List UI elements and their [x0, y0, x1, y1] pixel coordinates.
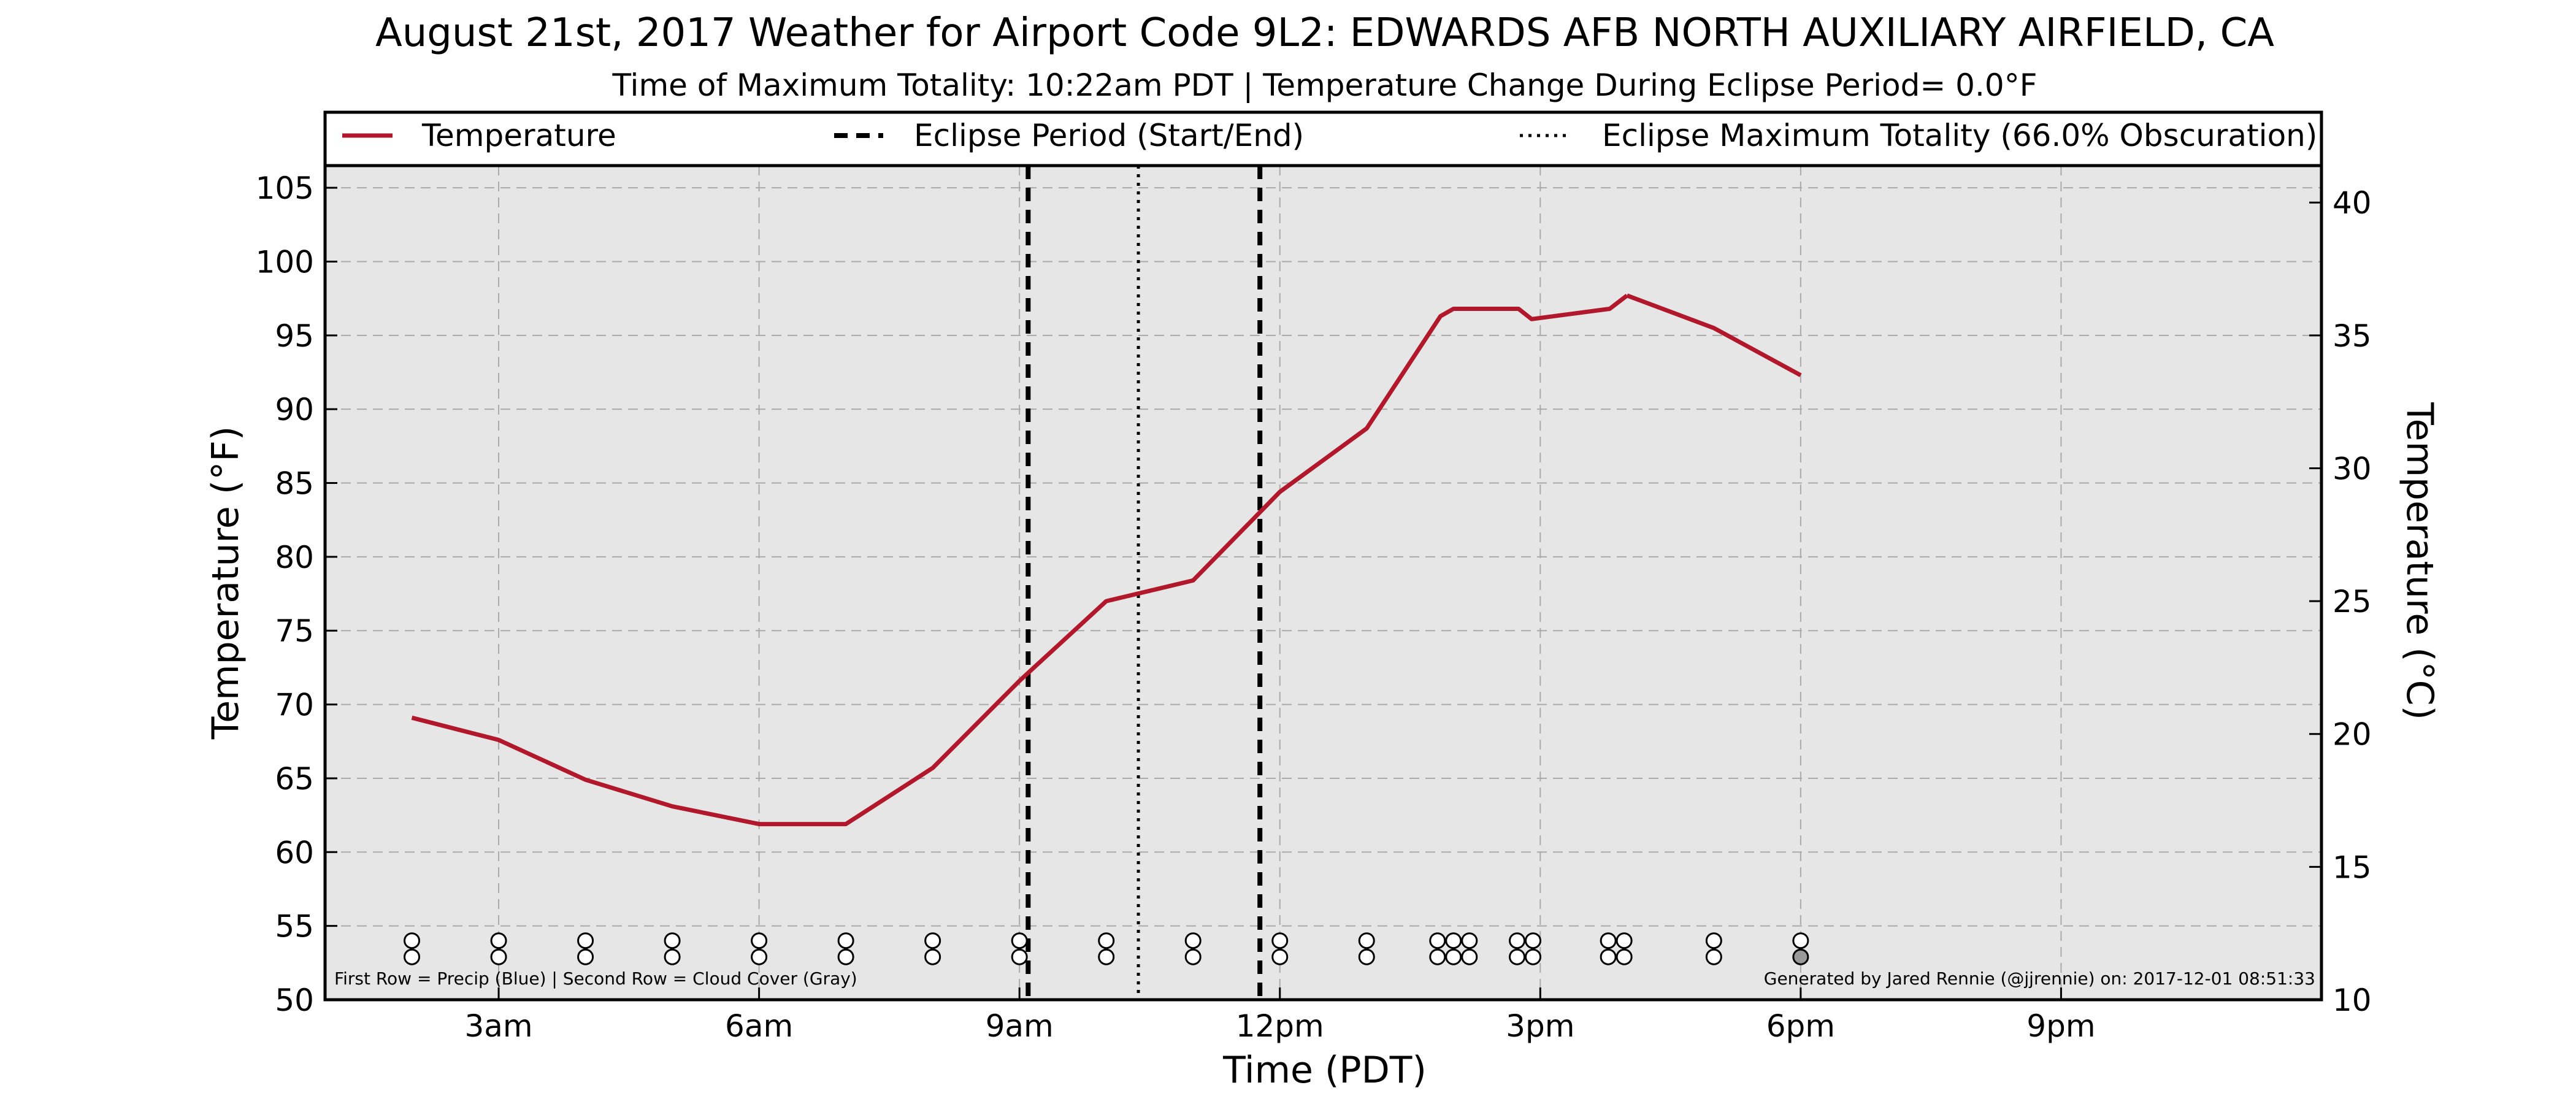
cloud-cover-marker	[404, 948, 421, 965]
plot-area	[325, 166, 2321, 1000]
precip-marker	[1461, 932, 1478, 949]
y-right-tick-label: 35	[2333, 318, 2372, 354]
cloud-cover-marker	[1705, 948, 1722, 965]
eclipse-lines	[1025, 166, 1263, 1000]
precip-marker	[1429, 932, 1446, 949]
x-tick-label: 6pm	[1766, 1008, 1835, 1044]
precip-marker	[1271, 932, 1289, 949]
chart-subtitle: Time of Maximum Totality: 10:22am PDT | …	[612, 67, 2037, 103]
legend: Temperature Eclipse Period (Start/End) Ecl…	[342, 118, 2317, 153]
y-tick-label: 65	[275, 761, 314, 797]
y-axis-label-right: Temperature (°C)	[2398, 402, 2441, 720]
cloud-cover-marker	[1616, 948, 1633, 965]
legend-label: Eclipse Maximum Totality (66.0% Obscurat…	[1602, 118, 2317, 153]
precip-marker	[837, 932, 854, 949]
y-right-tick-label: 40	[2333, 185, 2372, 221]
y-tick-label: 85	[275, 466, 314, 502]
precip-marker	[1445, 932, 1462, 949]
y-tick-label: 70	[275, 688, 314, 723]
y-axis-label-left: Temperature (°F)	[204, 426, 247, 740]
cloud-cover-marker	[1271, 948, 1289, 965]
y-tick-label: 90	[275, 392, 314, 427]
precip-marker	[1525, 932, 1542, 949]
cloud-cover-marker	[1525, 948, 1542, 965]
cloud-cover-marker	[1445, 948, 1462, 965]
precip-marker	[751, 932, 768, 949]
y-tick-label: 105	[256, 171, 314, 206]
cloud-cover-marker	[1600, 948, 1617, 965]
precip-marker	[1184, 932, 1202, 949]
cloud-cover-marker	[1461, 948, 1478, 965]
temperature-line	[411, 294, 1628, 827]
x-tick-label: 6am	[725, 1008, 793, 1044]
observation-markers	[404, 932, 1809, 965]
cloud-cover-marker	[837, 948, 854, 965]
precip-marker	[404, 932, 421, 949]
precip-marker	[1792, 932, 1809, 949]
precip-marker	[1705, 932, 1722, 949]
cloud-cover-marker	[1429, 948, 1446, 965]
y-tick-label: 95	[275, 318, 314, 354]
x-tick-label: 3am	[464, 1008, 532, 1044]
y-tick-label: 60	[275, 835, 314, 870]
y-tick-label: 80	[275, 540, 314, 575]
x-tick-label: 9am	[986, 1008, 1054, 1044]
y-tick-label: 55	[275, 909, 314, 945]
cloud-cover-marker	[1098, 948, 1115, 965]
temperature-line	[1626, 293, 1802, 377]
y-tick-label: 50	[275, 983, 314, 1018]
x-tick-label: 9pm	[2026, 1008, 2095, 1044]
x-axis-label: Time (PDT)	[1222, 1049, 1427, 1092]
y-tick-label: 75	[275, 613, 314, 649]
y-right-tick-label: 20	[2333, 717, 2372, 753]
precip-marker	[1600, 932, 1617, 949]
y-tick-label: 100	[256, 244, 314, 280]
cloud-cover-marker	[1358, 948, 1375, 965]
precip-marker	[664, 932, 681, 949]
precip-marker	[577, 932, 594, 949]
precip-marker	[1011, 932, 1028, 949]
cloud-cover-marker	[1792, 948, 1809, 965]
cloud-cover-marker	[751, 948, 768, 965]
y-right-tick-label: 25	[2333, 584, 2372, 619]
temperature-series	[411, 293, 1802, 827]
cloud-cover-marker	[577, 948, 594, 965]
footnote-right: Generated by Jared Rennie (@jjrennie) on…	[1764, 968, 2315, 989]
cloud-cover-marker	[664, 948, 681, 965]
precip-marker	[1616, 932, 1633, 949]
precip-marker	[490, 932, 507, 949]
precip-marker	[1098, 932, 1115, 949]
legend-label: Eclipse Period (Start/End)	[914, 118, 1304, 153]
cloud-cover-marker	[924, 948, 941, 965]
chart-title: August 21st, 2017 Weather for Airport Co…	[375, 10, 2274, 56]
cloud-cover-marker	[1011, 948, 1028, 965]
x-tick-label: 12pm	[1236, 1008, 1324, 1044]
footnote-left: First Row = Precip (Blue) | Second Row =…	[334, 968, 857, 989]
precip-marker	[1509, 932, 1526, 949]
axis-ticks: 50 55 60 65 70 75 80 85 90 95 100 105 10 15 20 25 30 35 40…	[256, 171, 2372, 1044]
y-right-tick-label: 30	[2333, 451, 2372, 486]
y-right-tick-label: 10	[2333, 983, 2372, 1018]
precip-marker	[1358, 932, 1375, 949]
cloud-cover-marker	[1184, 948, 1202, 965]
precip-marker	[924, 932, 941, 949]
x-tick-label: 3pm	[1506, 1008, 1574, 1044]
legend-label: Temperature	[421, 118, 616, 153]
cloud-cover-marker	[490, 948, 507, 965]
y-right-tick-label: 15	[2333, 849, 2372, 885]
cloud-cover-marker	[1509, 948, 1526, 965]
